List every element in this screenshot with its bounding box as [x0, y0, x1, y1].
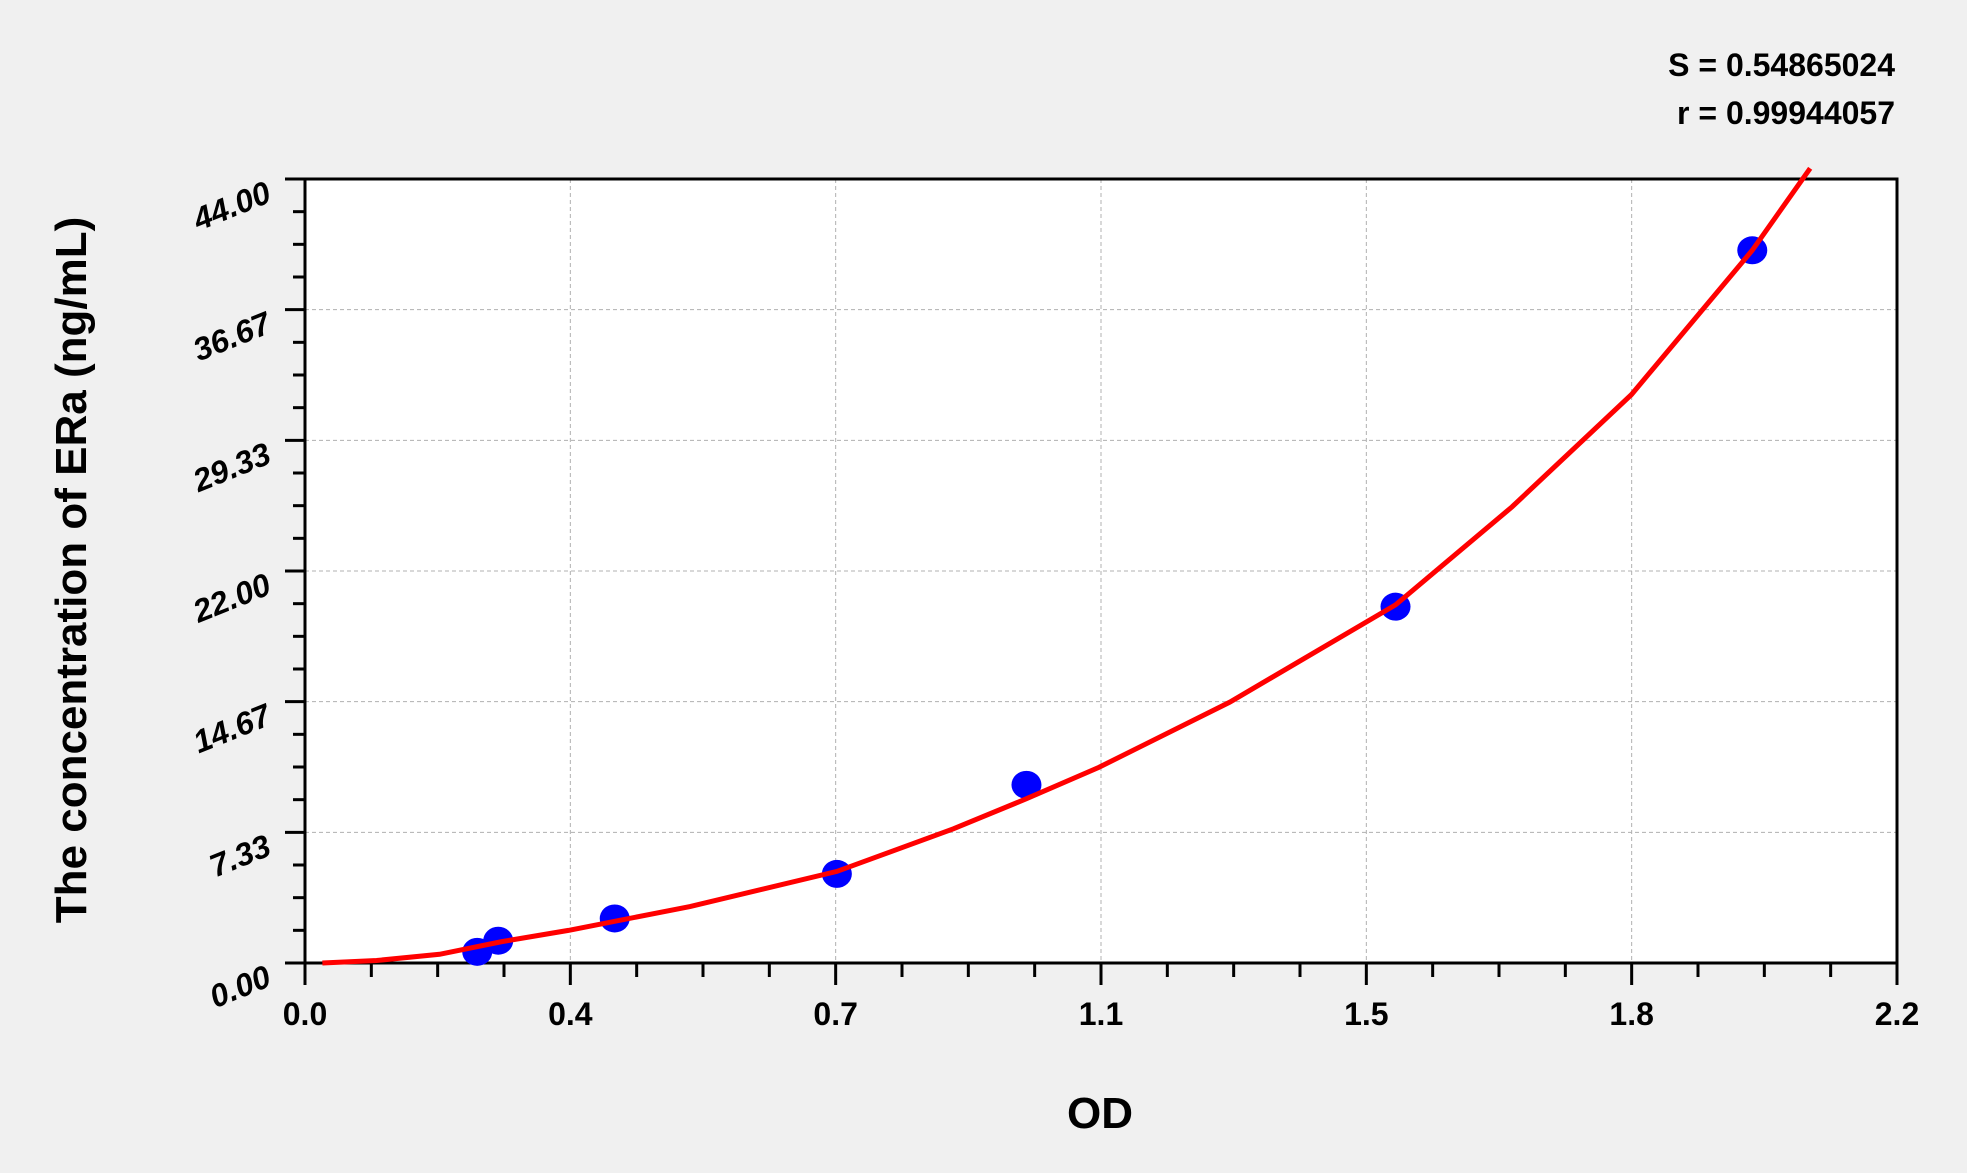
y-tick-label: 22.00 — [187, 566, 276, 630]
y-tick-label: 36.67 — [188, 304, 278, 368]
fit-curve — [322, 166, 1813, 966]
y-axis-title: The concentration of ERa (ng/mL) — [47, 217, 96, 923]
x-tick-label: 0.7 — [813, 996, 857, 1032]
plot-frame — [303, 177, 1899, 965]
x-axis-title: OD — [1067, 1089, 1133, 1138]
x-tick-label: 2.2 — [1875, 996, 1919, 1032]
axis-ticks — [285, 177, 1899, 985]
y-tick-label: 0.00 — [204, 958, 275, 1015]
x-tick-label: 1.8 — [1609, 996, 1653, 1032]
x-tick-labels: 0.0 0.4 0.7 1.1 1.5 1.8 2.2 — [283, 996, 1919, 1032]
y-tick-labels: 0.00 7.33 14.67 22.00 29.33 36.67 44.00 — [187, 174, 278, 1015]
x-tick-label: 1.5 — [1344, 996, 1388, 1032]
grid — [305, 179, 1897, 963]
y-tick-label: 44.00 — [187, 174, 276, 238]
x-tick-label: 0.4 — [548, 996, 593, 1032]
stat-s: S = 0.54865024 — [1668, 47, 1895, 83]
x-tick-label: 1.1 — [1079, 996, 1123, 1032]
stat-r: r = 0.99944057 — [1677, 95, 1895, 131]
y-tick-label: 7.33 — [204, 827, 275, 884]
y-tick-label: 29.33 — [187, 435, 276, 499]
y-tick-label: 14.67 — [188, 696, 278, 760]
data-point — [599, 904, 630, 933]
data-point — [1011, 770, 1042, 799]
x-tick-label: 0.0 — [283, 996, 327, 1032]
